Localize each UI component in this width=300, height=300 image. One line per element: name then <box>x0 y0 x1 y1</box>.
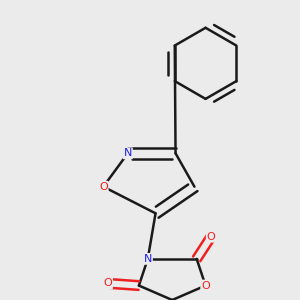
Text: N: N <box>124 148 132 158</box>
Text: O: O <box>201 280 210 291</box>
Text: O: O <box>207 232 215 242</box>
Text: O: O <box>103 278 112 288</box>
Text: O: O <box>99 182 108 192</box>
Text: N: N <box>144 254 152 264</box>
